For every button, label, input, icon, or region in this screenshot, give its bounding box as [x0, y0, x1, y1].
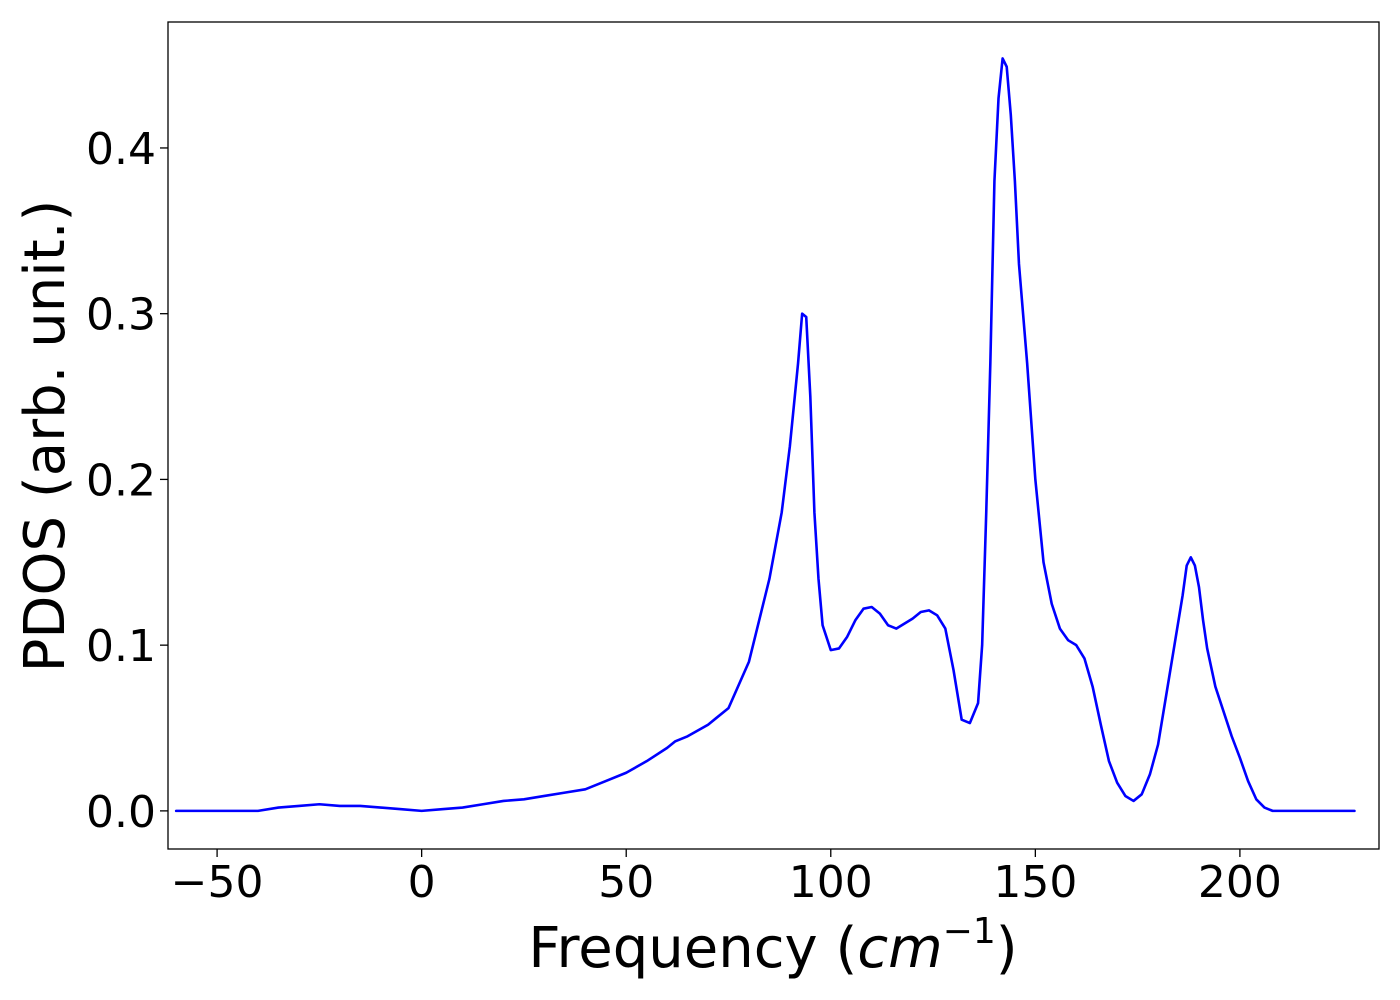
- x-axis: −50 0 50 100 150 200: [171, 849, 1282, 908]
- y-axis-label: PDOS (arb. unit.): [13, 200, 78, 673]
- y-tick-label: 0.1: [86, 621, 156, 672]
- x-tick-label: −50: [171, 857, 264, 908]
- x-axis-label-exponent: −1: [943, 911, 996, 952]
- series-line: [174, 57, 1356, 813]
- y-tick-label: 0.3: [86, 290, 156, 341]
- y-tick-label: 0.0: [86, 787, 156, 838]
- series-layer: [174, 57, 1356, 813]
- y-tick-label: 0.4: [86, 124, 156, 175]
- y-axis: 0.0 0.1 0.2 0.3 0.4: [86, 124, 168, 838]
- x-axis-label-main: Frequency (: [528, 916, 857, 981]
- x-tick-label: 0: [408, 857, 436, 908]
- x-tick-label: 200: [1198, 857, 1282, 908]
- x-tick-label: 150: [993, 857, 1077, 908]
- x-tick-label: 100: [789, 857, 873, 908]
- x-tick-label: 50: [598, 857, 654, 908]
- x-axis-label-close: ): [996, 916, 1018, 981]
- plot-frame: [167, 21, 1380, 850]
- x-axis-label-unit: cm: [857, 916, 942, 981]
- y-tick-label: 0.2: [86, 455, 156, 506]
- x-axis-label: Frequency (cm−1): [528, 911, 1017, 981]
